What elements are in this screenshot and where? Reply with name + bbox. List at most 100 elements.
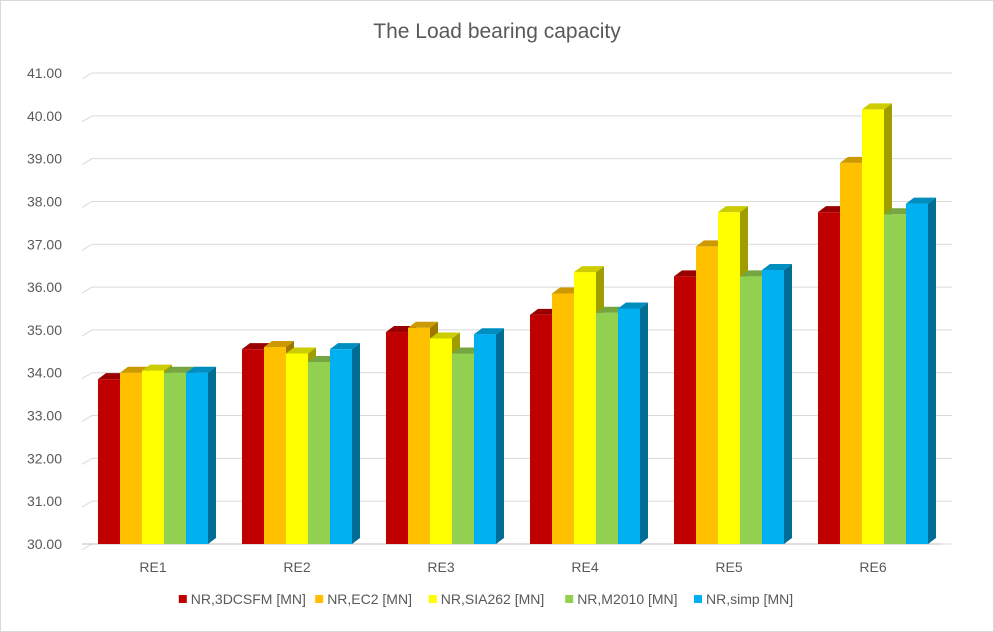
- bar-top: [408, 321, 438, 328]
- bar-side: [784, 263, 792, 544]
- bar-front: [696, 246, 718, 544]
- gridline-depth: [81, 415, 93, 422]
- bar-front: [120, 372, 142, 544]
- gridline-depth: [81, 286, 93, 294]
- gridline-depth: [81, 243, 93, 251]
- bar: [474, 328, 504, 544]
- bar-front: [618, 308, 640, 544]
- bar-front: [818, 212, 840, 544]
- bar: [762, 263, 792, 544]
- bar-front: [840, 162, 862, 544]
- legend-item: NR,M2010 [MN]: [565, 591, 678, 607]
- gridline-depth: [81, 457, 93, 465]
- bar-front: [408, 327, 430, 544]
- y-tick-label: 38.00: [27, 193, 62, 209]
- bar-front: [862, 109, 884, 545]
- bar-top: [164, 366, 194, 373]
- y-tick-label: 37.00: [27, 236, 62, 252]
- bar: [186, 366, 216, 544]
- legend-item: NR,SIA262 [MN]: [428, 591, 544, 607]
- gridline-depth: [81, 72, 93, 80]
- bar-front: [308, 362, 330, 544]
- bar-front: [430, 338, 452, 544]
- legend-swatch: [315, 595, 324, 603]
- bar-top: [862, 103, 892, 110]
- x-tick-label: RE1: [139, 559, 166, 575]
- gridline-depth: [81, 115, 93, 123]
- bar-top: [186, 366, 216, 373]
- x-tick-label: RE6: [859, 559, 886, 575]
- bar-front: [386, 332, 408, 544]
- bar-front: [242, 349, 264, 544]
- bar: [330, 343, 360, 544]
- bar-top: [430, 332, 460, 339]
- x-tick-label: RE3: [427, 559, 454, 575]
- bar-front: [552, 293, 574, 544]
- x-axis-ticks: RE1 RE2 RE3 RE4 RE5 RE6: [139, 559, 886, 575]
- bar-side: [352, 343, 360, 544]
- legend-label: NR,EC2 [MN]: [327, 591, 412, 607]
- legend-label: NR,3DCSFM [MN]: [191, 591, 306, 607]
- bar-front: [264, 347, 286, 544]
- y-tick-label: 34.00: [27, 365, 62, 381]
- bar-front: [596, 312, 618, 544]
- bar-side: [496, 328, 504, 544]
- y-tick-label: 41.00: [27, 65, 62, 81]
- bar-top: [142, 364, 172, 371]
- bar-front: [330, 349, 352, 544]
- bar: [906, 197, 936, 544]
- y-axis-ticks: 30.00 31.00 32.00 33.00 34.00 35.00 36.00 37.00…: [27, 65, 62, 552]
- bar-front: [186, 372, 208, 544]
- bar-front: [98, 379, 120, 544]
- bar-front: [164, 372, 186, 544]
- bar-front: [286, 353, 308, 544]
- y-tick-label: 30.00: [27, 536, 62, 552]
- bars: [98, 103, 936, 545]
- x-tick-label: RE5: [715, 559, 742, 575]
- bar-side: [640, 302, 648, 544]
- gridline-depth: [81, 158, 93, 166]
- bar-front: [674, 276, 696, 544]
- x-tick-label: RE2: [283, 559, 310, 575]
- legend-label: NR,M2010 [MN]: [577, 591, 677, 607]
- bar-side: [928, 197, 936, 544]
- legend-swatch: [565, 595, 574, 603]
- bar-top: [574, 266, 604, 273]
- bar-top: [474, 328, 504, 335]
- gridlines: [81, 72, 952, 551]
- gridline-depth: [81, 329, 93, 337]
- legend-item: NR,3DCSFM [MN]: [178, 591, 306, 607]
- chart-title: The Load bearing capacity: [373, 20, 621, 43]
- bar-front: [906, 203, 928, 544]
- bar-front: [740, 276, 762, 544]
- y-tick-label: 39.00: [27, 151, 62, 167]
- y-tick-label: 31.00: [27, 493, 62, 509]
- bar-front: [474, 334, 496, 544]
- legend-item: NR,EC2 [MN]: [315, 591, 412, 607]
- gridline-depth: [81, 201, 93, 208]
- y-tick-label: 35.00: [27, 322, 62, 338]
- bar-top: [264, 341, 294, 348]
- legend-label: NR,SIA262 [MN]: [441, 591, 544, 607]
- legend: NR,3DCSFM [MN] NR,EC2 [MN] NR,SIA262 [MN] N…: [178, 591, 793, 607]
- bar-side: [208, 366, 216, 544]
- bar-top: [286, 347, 316, 354]
- bar-front: [574, 272, 596, 544]
- gridline-depth: [81, 500, 93, 508]
- bar-front: [142, 370, 164, 544]
- bar-top: [762, 263, 792, 270]
- legend-swatch: [428, 595, 437, 603]
- gridline-depth: [81, 372, 93, 380]
- bar-front: [452, 353, 474, 544]
- bar-front: [762, 269, 784, 544]
- bar-front: [884, 214, 906, 545]
- bar-top: [718, 206, 748, 213]
- bar: [618, 302, 648, 544]
- bar-top: [330, 343, 360, 350]
- x-tick-label: RE4: [571, 559, 598, 575]
- y-tick-label: 40.00: [27, 108, 62, 124]
- y-tick-label: 36.00: [27, 279, 62, 295]
- legend-swatch: [694, 595, 702, 603]
- y-tick-label: 33.00: [27, 408, 62, 424]
